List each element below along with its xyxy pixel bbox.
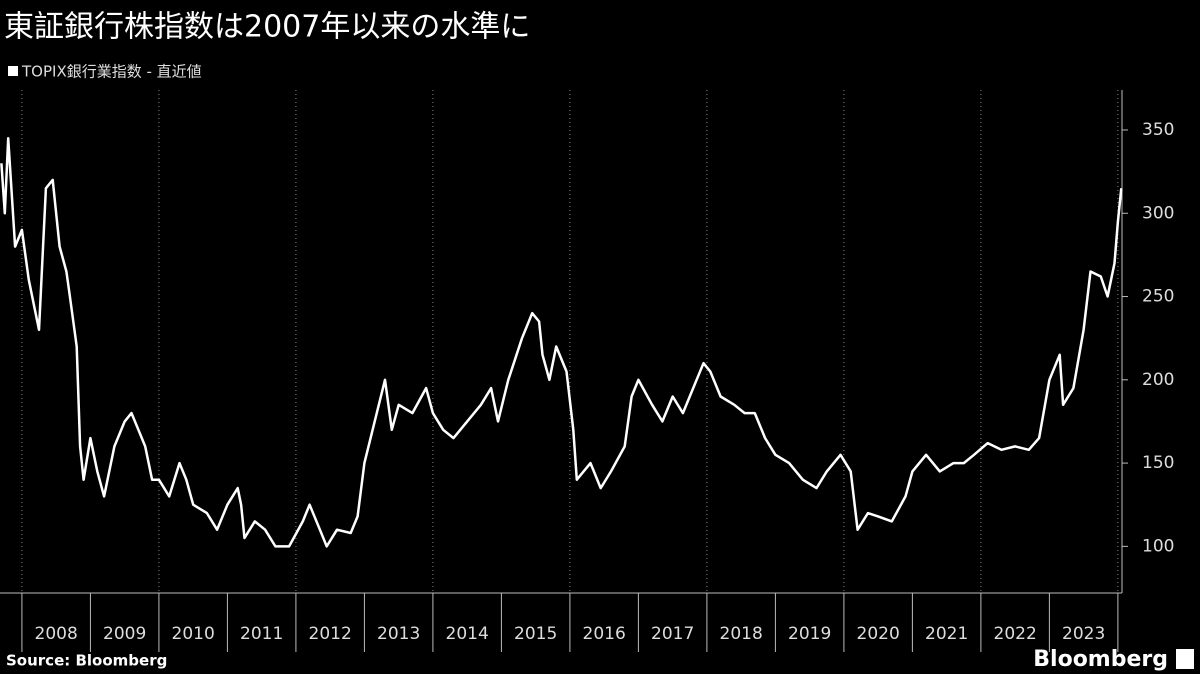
series-line xyxy=(0,137,1123,548)
y-tick-label: 250 xyxy=(1142,287,1174,307)
legend-label: TOPIX銀行業指数 - 直近値 xyxy=(21,63,202,81)
x-tick-label: 2017 xyxy=(651,624,694,644)
x-tick-label: 2010 xyxy=(172,624,215,644)
x-tick-label: 2023 xyxy=(1062,624,1105,644)
x-tick-label: 2013 xyxy=(377,624,420,644)
x-tick-label: 2012 xyxy=(309,624,352,644)
y-tick-label: 300 xyxy=(1142,203,1174,223)
chart-title: 東証銀行株指数は2007年以来の水準に xyxy=(4,10,530,45)
x-tick-label: 2008 xyxy=(35,624,78,644)
y-tick-label: 350 xyxy=(1142,120,1174,140)
y-tick-label: 100 xyxy=(1142,536,1174,556)
x-tick-label: 2015 xyxy=(514,624,557,644)
x-tick-label: 2022 xyxy=(994,624,1037,644)
x-tick-label: 2016 xyxy=(583,624,626,644)
brand-logo: Bloomberg xyxy=(1033,647,1168,672)
x-tick-label: 2011 xyxy=(240,624,283,644)
x-tick-label: 2021 xyxy=(925,624,968,644)
brand-icon xyxy=(1176,649,1194,669)
x-tick-label: 2014 xyxy=(446,624,489,644)
x-tick-label: 2018 xyxy=(720,624,763,644)
y-tick-label: 200 xyxy=(1142,370,1174,390)
x-tick-label: 2020 xyxy=(857,624,900,644)
x-tick-label: 2019 xyxy=(788,624,831,644)
legend-swatch xyxy=(8,66,18,76)
y-tick-label: 150 xyxy=(1142,453,1174,473)
x-tick-label: 2009 xyxy=(103,624,146,644)
source: Source: Bloomberg xyxy=(6,652,167,670)
